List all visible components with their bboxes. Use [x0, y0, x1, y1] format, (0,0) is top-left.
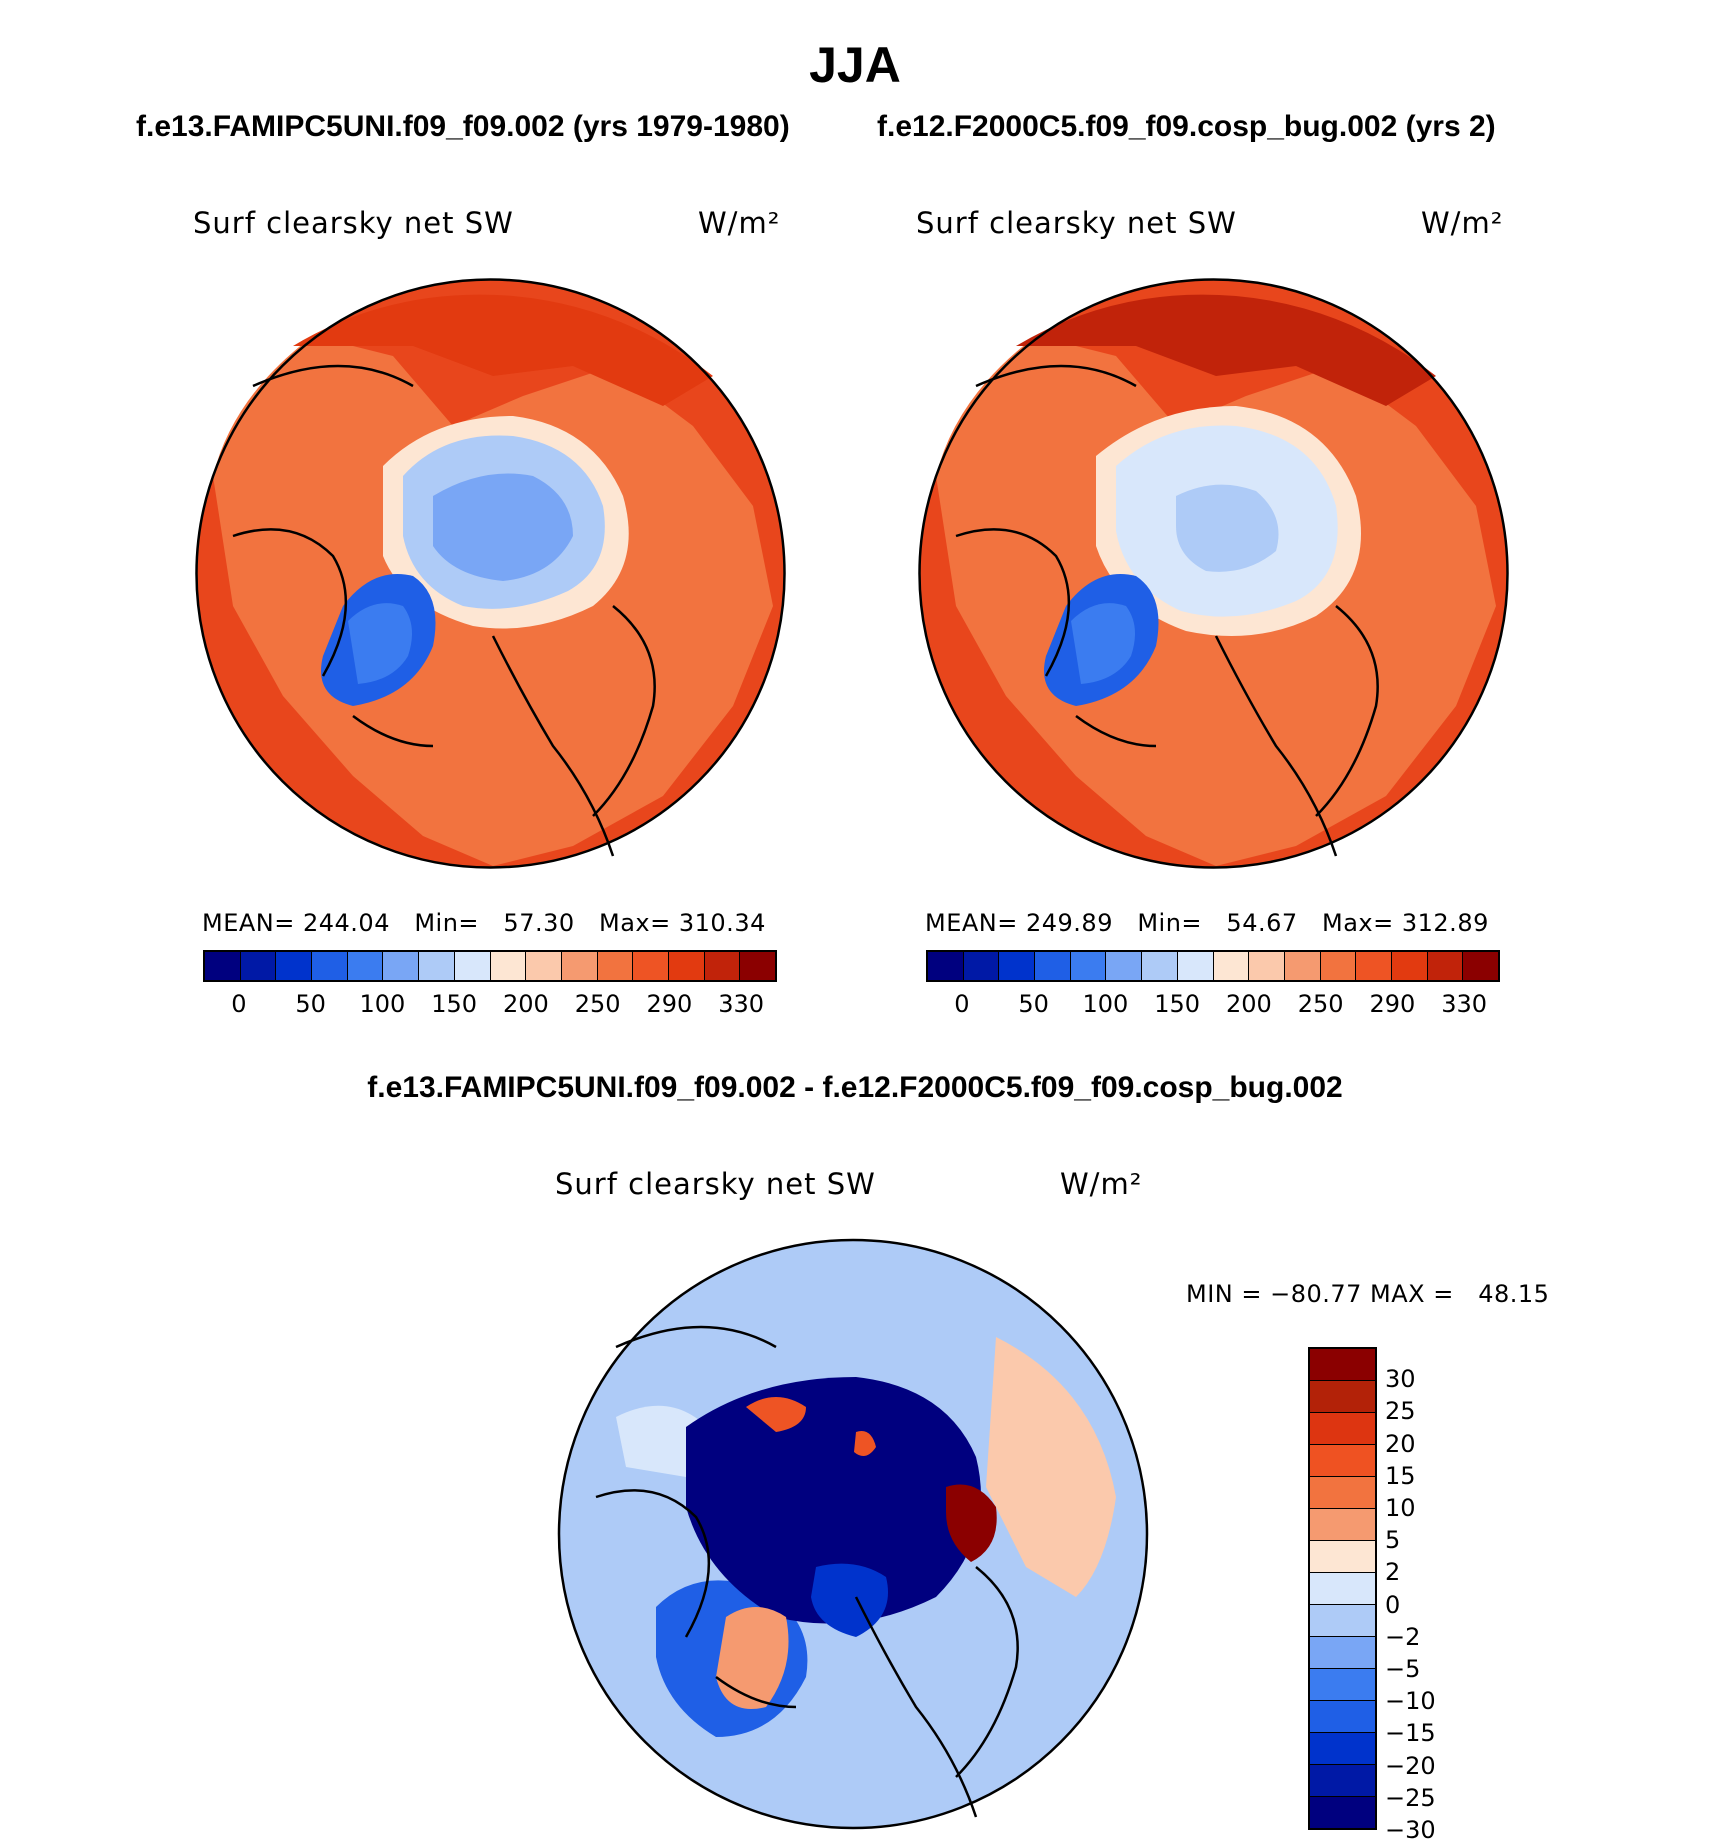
- colorbar-swatch: [668, 952, 705, 980]
- colorbar-tick-label: 150: [431, 990, 478, 1018]
- colorbar-swatch: [1310, 1509, 1375, 1541]
- diff-panel-title: Surf clearsky net SW: [555, 1167, 876, 1201]
- colorbar-swatch: [383, 952, 420, 980]
- right-panel-units: W/m²: [1421, 206, 1504, 240]
- right-panel-stats: MEAN= 249.89 Min= 54.67 Max= 312.89: [925, 909, 1489, 937]
- colorbar-swatch: [1391, 952, 1428, 980]
- colorbar-tick-label: 50: [1018, 990, 1049, 1018]
- colorbar-tick-label: 100: [1082, 990, 1129, 1018]
- colorbar-swatch: [1463, 952, 1498, 980]
- colorbar-tick-label: 0: [1385, 1590, 1401, 1619]
- diff-colorbar: [1308, 1347, 1377, 1830]
- colorbar-tick-label: 100: [359, 990, 406, 1018]
- left-colorbar: [203, 950, 777, 982]
- diff-case-label: f.e13.FAMIPC5UNI.f09_f09.002 - f.e12.F20…: [367, 1071, 1343, 1104]
- left-panel-title: Surf clearsky net SW: [193, 206, 514, 240]
- colorbar-tick-label: 20: [1385, 1429, 1416, 1458]
- diff-panel-units: W/m²: [1060, 1167, 1143, 1201]
- right-polar-map: [918, 278, 1509, 869]
- colorbar-tick-label: 200: [502, 990, 549, 1018]
- colorbar-swatch: [928, 952, 964, 980]
- colorbar-swatch: [1310, 1413, 1375, 1445]
- colorbar-swatch: [597, 952, 634, 980]
- right-panel-title: Surf clearsky net SW: [916, 206, 1237, 240]
- left-panel-units: W/m²: [698, 206, 781, 240]
- colorbar-swatch: [1427, 952, 1464, 980]
- colorbar-tick-label: 5: [1385, 1526, 1401, 1555]
- colorbar-swatch: [347, 952, 384, 980]
- colorbar-swatch: [1310, 1605, 1375, 1637]
- colorbar-tick-label: 150: [1154, 990, 1201, 1018]
- colorbar-swatch: [633, 952, 669, 980]
- colorbar-swatch: [1070, 952, 1107, 980]
- colorbar-tick-label: −15: [1385, 1719, 1436, 1748]
- left-colorbar-ticks: 0 50 100 150 200 250 290 330: [203, 990, 777, 1020]
- colorbar-swatch: [312, 952, 348, 980]
- colorbar-swatch: [526, 952, 562, 980]
- colorbar-tick-label: 330: [1441, 990, 1488, 1018]
- case2-label: f.e12.F2000C5.f09_f09.cosp_bug.002 (yrs …: [877, 110, 1496, 143]
- colorbar-swatch: [1310, 1445, 1375, 1477]
- colorbar-swatch: [1310, 1477, 1375, 1509]
- colorbar-swatch: [1310, 1349, 1375, 1381]
- colorbar-swatch: [1249, 952, 1285, 980]
- colorbar-tick-label: 50: [295, 990, 326, 1018]
- colorbar-swatch: [1284, 952, 1321, 980]
- colorbar-swatch: [1356, 952, 1392, 980]
- colorbar-swatch: [1310, 1733, 1375, 1765]
- diff-polar-map: [557, 1238, 1149, 1830]
- colorbar-swatch: [1320, 952, 1357, 980]
- diff-panel-stats: MIN = −80.77 MAX = 48.15: [1186, 1280, 1550, 1308]
- colorbar-tick-label: −25: [1385, 1783, 1436, 1812]
- colorbar-swatch: [963, 952, 1000, 980]
- colorbar-swatch: [1310, 1381, 1375, 1413]
- colorbar-tick-label: 330: [718, 990, 765, 1018]
- colorbar-tick-label: 2: [1385, 1558, 1401, 1587]
- colorbar-tick-label: −5: [1385, 1655, 1421, 1683]
- colorbar-swatch: [1310, 1765, 1375, 1797]
- colorbar-swatch: [276, 952, 313, 980]
- case1-label: f.e13.FAMIPC5UNI.f09_f09.002 (yrs 1979-1…: [136, 110, 790, 143]
- colorbar-swatch: [490, 952, 527, 980]
- colorbar-swatch: [205, 952, 241, 980]
- colorbar-tick-label: 290: [1369, 990, 1416, 1018]
- colorbar-tick-label: −10: [1385, 1687, 1436, 1716]
- colorbar-swatch: [1177, 952, 1214, 980]
- colorbar-swatch: [1310, 1541, 1375, 1573]
- colorbar-tick-label: 0: [954, 990, 970, 1018]
- colorbar-swatch: [1310, 1573, 1375, 1605]
- colorbar-swatch: [561, 952, 598, 980]
- colorbar-swatch: [1213, 952, 1250, 980]
- season-title: JJA: [809, 37, 901, 93]
- colorbar-swatch: [1310, 1669, 1375, 1701]
- colorbar-swatch: [740, 952, 775, 980]
- colorbar-tick-label: 200: [1225, 990, 1272, 1018]
- colorbar-swatch: [1035, 952, 1071, 980]
- colorbar-tick-label: −20: [1385, 1751, 1436, 1780]
- colorbar-swatch: [1310, 1701, 1375, 1733]
- colorbar-swatch: [1106, 952, 1143, 980]
- colorbar-swatch: [240, 952, 277, 980]
- left-panel-stats: MEAN= 244.04 Min= 57.30 Max= 310.34: [202, 909, 766, 937]
- colorbar-tick-label: 30: [1385, 1365, 1416, 1394]
- colorbar-swatch: [454, 952, 491, 980]
- colorbar-swatch: [1310, 1637, 1375, 1669]
- colorbar-tick-label: 250: [1297, 990, 1344, 1018]
- colorbar-tick-label: 290: [646, 990, 693, 1018]
- colorbar-swatch: [704, 952, 741, 980]
- right-colorbar: [926, 950, 1500, 982]
- colorbar-swatch: [999, 952, 1036, 980]
- colorbar-swatch: [1310, 1797, 1375, 1828]
- left-polar-map: [195, 278, 786, 869]
- colorbar-tick-label: 10: [1385, 1494, 1416, 1522]
- colorbar-tick-label: −2: [1385, 1622, 1421, 1651]
- colorbar-swatch: [419, 952, 455, 980]
- colorbar-tick-label: 0: [231, 990, 247, 1018]
- colorbar-tick-label: −30: [1385, 1816, 1436, 1844]
- colorbar-tick-label: 15: [1385, 1461, 1416, 1490]
- colorbar-tick-label: 25: [1385, 1397, 1416, 1426]
- colorbar-swatch: [1142, 952, 1178, 980]
- right-colorbar-ticks: 0 50 100 150 200 250 290 330: [926, 990, 1500, 1020]
- colorbar-tick-label: 250: [574, 990, 621, 1018]
